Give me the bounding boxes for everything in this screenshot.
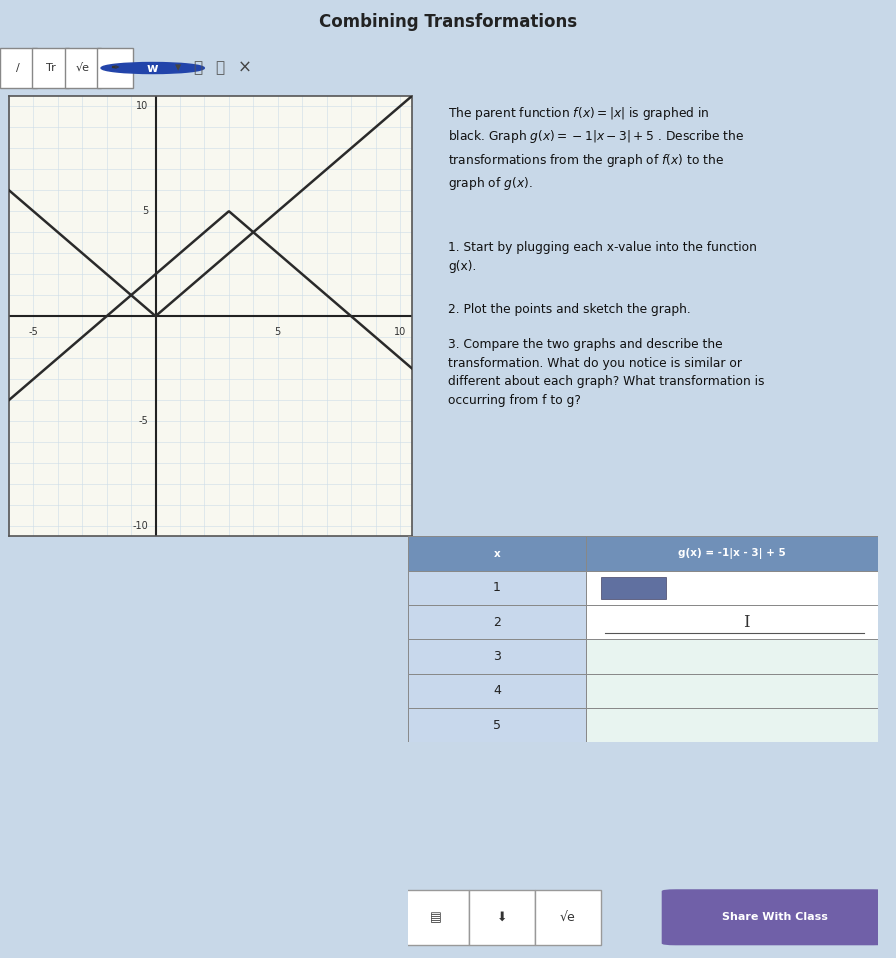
Circle shape: [101, 62, 204, 74]
FancyBboxPatch shape: [469, 890, 535, 945]
Bar: [600, 577, 667, 599]
Text: x: x: [494, 549, 501, 559]
Text: 5: 5: [275, 327, 280, 336]
Bar: [586, 605, 878, 640]
Text: 10: 10: [394, 327, 406, 336]
Text: 3: 3: [493, 650, 501, 663]
Text: 3. Compare the two graphs and describe the
transformation. What do you notice is: 3. Compare the two graphs and describe t…: [448, 338, 764, 407]
Text: ▾: ▾: [176, 61, 182, 75]
Text: √e: √e: [560, 911, 575, 924]
FancyBboxPatch shape: [0, 48, 37, 88]
FancyBboxPatch shape: [65, 48, 101, 88]
Text: -5: -5: [29, 327, 39, 336]
Bar: [586, 708, 878, 742]
Text: I: I: [744, 614, 750, 630]
Bar: [408, 640, 586, 673]
Text: ▤: ▤: [430, 911, 442, 924]
Text: 5: 5: [493, 718, 501, 732]
Bar: [586, 673, 878, 708]
Bar: [408, 673, 586, 708]
Bar: [408, 605, 586, 640]
Text: ✒: ✒: [110, 63, 120, 73]
Text: 2: 2: [493, 616, 501, 628]
Text: 1: 1: [493, 582, 501, 595]
Text: /: /: [16, 63, 20, 73]
Bar: [586, 571, 878, 605]
FancyBboxPatch shape: [97, 48, 134, 88]
Text: -10: -10: [133, 521, 148, 531]
Bar: [408, 571, 586, 605]
Text: The parent function $f(x) = |x|$ is graphed in
black. Graph $g(x) = -1|x - 3| + : The parent function $f(x) = |x|$ is grap…: [448, 104, 745, 193]
Bar: [408, 536, 586, 571]
Text: 2. Plot the points and sketch the graph.: 2. Plot the points and sketch the graph.: [448, 303, 691, 316]
Text: Combining Transformations: Combining Transformations: [319, 12, 577, 31]
FancyBboxPatch shape: [403, 890, 469, 945]
Text: 1. Start by plugging each x-value into the function
g(x).: 1. Start by plugging each x-value into t…: [448, 241, 757, 273]
FancyBboxPatch shape: [661, 889, 887, 946]
Text: 5: 5: [142, 206, 148, 217]
Text: ×: ×: [238, 59, 252, 77]
Bar: [408, 708, 586, 742]
Text: 4: 4: [493, 684, 501, 697]
Text: ⌢: ⌢: [194, 60, 202, 76]
Text: w: w: [147, 61, 159, 75]
Text: Share With Class: Share With Class: [721, 912, 828, 923]
FancyBboxPatch shape: [535, 890, 600, 945]
Text: ⬇: ⬇: [496, 911, 507, 924]
Text: √e: √e: [76, 63, 90, 73]
Text: -5: -5: [139, 416, 148, 426]
FancyBboxPatch shape: [32, 48, 69, 88]
Text: g(x) = -1|x - 3| + 5: g(x) = -1|x - 3| + 5: [678, 548, 786, 559]
Text: ⌣: ⌣: [215, 60, 224, 76]
Bar: [586, 536, 878, 571]
Text: 10: 10: [136, 102, 148, 111]
Bar: [586, 640, 878, 673]
Text: Tr: Tr: [46, 63, 56, 73]
